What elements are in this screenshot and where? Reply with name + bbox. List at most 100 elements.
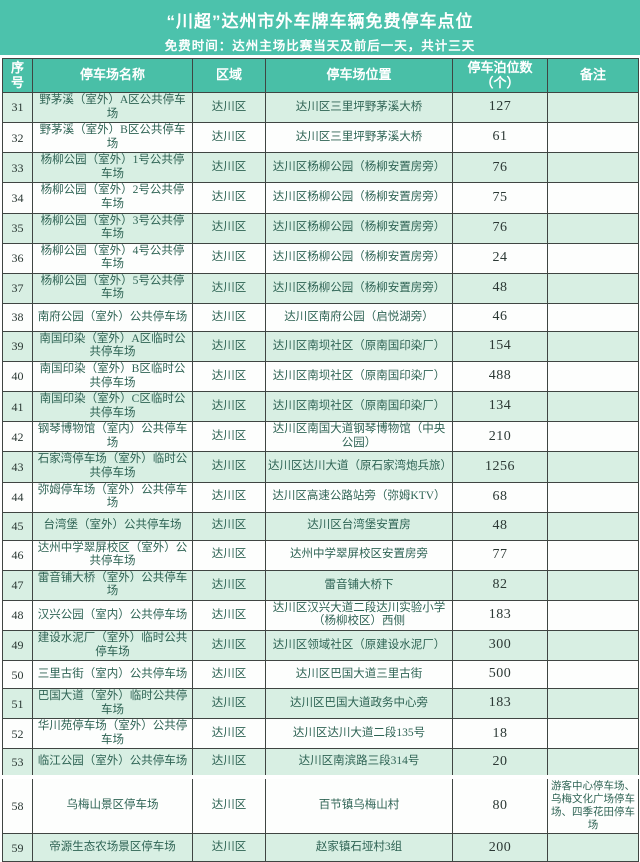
cell-district: 达川区 [192,152,266,184]
table-row: 34 杨柳公园（室外）2号公共停车场 达川区 达川区杨柳公园（杨柳安置房旁） 75 [2,182,639,214]
cell-spots: 18 [452,718,548,750]
cell-district: 达川区 [192,242,266,274]
cell-name: 弥姆停车场（室外）公共停车场 [32,481,193,513]
cell-district: 达川区 [192,360,266,393]
cell-remark [547,451,639,483]
table-row: 46 达州中学翠屏校区（室外）公共停车场 达川区 达州中学翠屏校区安置房旁 77 [2,539,639,571]
cell-spots: 76 [452,152,548,184]
cell-location: 达川区达川大道二段135号 [265,718,453,750]
cell-spots: 183 [452,599,548,632]
cell-spots: 1256 [452,451,548,483]
cell-spots: 80 [452,774,548,835]
column-header-name: 停车场名称 [32,58,193,93]
cell-no: 40 [2,360,33,393]
cell-district: 达川区 [192,272,266,304]
table-header-row: 序号 停车场名称 区域 停车场位置 停车泊位数 （个） 备注 [2,58,639,93]
cell-district: 达川区 [192,212,266,244]
column-header-remark: 备注 [547,58,639,93]
cell-spots: 82 [452,569,548,601]
cell-no: 39 [2,330,33,363]
table-row: 47 雷音铺大桥（室外）公共停车场 达川区 雷音铺大桥下 82 [2,569,639,601]
cell-name: 达州中学翠屏校区（室外）公共停车场 [32,539,193,571]
cell-district: 达川区 [192,569,266,601]
cell-location: 达川区杨柳公园（杨柳安置房旁） [265,272,453,304]
cell-district: 达川区 [192,774,266,835]
cell-remark [547,660,639,690]
table-row: 36 杨柳公园（室外）4号公共停车场 达川区 达川区杨柳公园（杨柳安置房旁） 24 [2,242,639,274]
cell-spots: 488 [452,360,548,393]
table-row: 42 钢琴博物馆（室内）公共停车场 达川区 达川区南国大道钢琴博物馆（中央公园） 210 [2,421,639,453]
cell-remark [547,481,639,513]
cell-no: 34 [2,182,33,214]
cell-location: 达川区杨柳公园（杨柳安置房旁） [265,182,453,214]
table-row: 38 南府公园（室外）公共停车场 达川区 达川区南府公园（启悦湖旁） 46 [2,302,639,332]
table-row: 32 野茅溪（室外）B区公共停车场 达川区 达川区三里坪野茅溪大桥 61 [2,122,639,154]
cell-location: 百节镇乌梅山村 [265,774,453,835]
cell-location: 达川区南滨路三段314号 [265,748,453,778]
cell-name: 南府公园（室外）公共停车场 [32,302,193,332]
column-header-spots: 停车泊位数 （个） [452,58,548,93]
cell-spots: 183 [452,688,548,720]
cell-district: 达川区 [192,330,266,363]
cell-name: 巴国大道（室外）临时公共停车场 [32,688,193,720]
cell-district: 达川区 [192,833,266,862]
page-title: “川超”达州市外车牌车辆免费停车点位 [166,12,474,31]
cell-location: 达川区巴国大道三里古街 [265,660,453,690]
cell-no: 52 [2,718,33,750]
cell-no: 41 [2,391,33,423]
cell-remark [547,833,639,862]
cell-remark [547,569,639,601]
cell-name: 南国印染（室外）C区临时公共停车场 [32,391,193,423]
parking-table: 序号 停车场名称 区域 停车场位置 停车泊位数 （个） 备注 31 野茅溪（室外）A区公共停… [2,58,639,862]
cell-district: 达川区 [192,511,266,541]
cell-name: 台湾堡（室外）公共停车场 [32,511,193,541]
cell-location: 达川区南坝社区（原南国印染厂） [265,391,453,423]
cell-location: 达川区达川大道（原石家湾炮兵旅） [265,451,453,483]
cell-location: 达川区南国大道钢琴博物馆（中央公园） [265,421,453,453]
cell-name: 华川苑停车场（室外）公共停车场 [32,718,193,750]
cell-location: 达州中学翠屏校区安置房旁 [265,539,453,571]
cell-remark: 游客中心停车场、乌梅文化广场停车场、四季花田停车场 [547,774,639,835]
table-row: 58 乌梅山景区停车场 达川区 百节镇乌梅山村 80 游客中心停车场、乌梅文化广场停车场、… [2,774,639,835]
cell-name: 杨柳公园（室外）4号公共停车场 [32,242,193,274]
cell-no: 47 [2,569,33,601]
cell-district: 达川区 [192,539,266,571]
cell-name: 帝源生态农场景区停车场 [32,833,193,862]
table-row: 50 三里古街（室内）公共停车场 达川区 达川区巴国大道三里古街 500 [2,660,639,690]
cell-name: 杨柳公园（室外）3号公共停车场 [32,212,193,244]
cell-remark [547,391,639,423]
cell-no: 33 [2,152,33,184]
cell-spots: 200 [452,833,548,862]
cell-name: 野茅溪（室外）B区公共停车场 [32,122,193,154]
table-row: 35 杨柳公园（室外）3号公共停车场 达川区 达川区杨柳公园（杨柳安置房旁） 76 [2,212,639,244]
cell-remark [547,330,639,363]
cell-remark [547,421,639,453]
cell-district: 达川区 [192,391,266,423]
table-row: 40 南国印染（室外）B区临时公共停车场 达川区 达川区南坝社区（原南国印染厂） 488 [2,360,639,393]
cell-district: 达川区 [192,629,266,662]
cell-spots: 48 [452,511,548,541]
cell-name: 野茅溪（室外）A区公共停车场 [32,91,193,124]
cell-location: 达川区杨柳公园（杨柳安置房旁） [265,212,453,244]
cell-name: 汉兴公园（室内）公共停车场 [32,599,193,632]
cell-remark [547,212,639,244]
cell-district: 达川区 [192,302,266,332]
cell-name: 南国印染（室外）B区临时公共停车场 [32,360,193,393]
table-row: 37 杨柳公园（室外）5号公共停车场 达川区 达川区杨柳公园（杨柳安置房旁） 48 [2,272,639,304]
cell-spots: 500 [452,660,548,690]
cell-district: 达川区 [192,451,266,483]
cell-spots: 46 [452,302,548,332]
table-row: 41 南国印染（室外）C区临时公共停车场 达川区 达川区南坝社区（原南国印染厂） 134 [2,391,639,423]
cell-location: 达川区高速公路站旁（弥姆KTV） [265,481,453,513]
column-header-location: 停车场位置 [265,58,453,93]
cell-spots: 300 [452,629,548,662]
cell-no: 59 [2,833,33,862]
cell-no: 50 [2,660,33,690]
cell-spots: 210 [452,421,548,453]
table-row: 49 建设水泥厂（室外）临时公共停车场 达川区 达川区领域社区（原建设水泥厂） 300 [2,629,639,662]
cell-no: 35 [2,212,33,244]
cell-spots: 48 [452,272,548,304]
cell-name: 建设水泥厂（室外）临时公共停车场 [32,629,193,662]
cell-name: 石家湾停车场（室外）临时公共停车场 [32,451,193,483]
